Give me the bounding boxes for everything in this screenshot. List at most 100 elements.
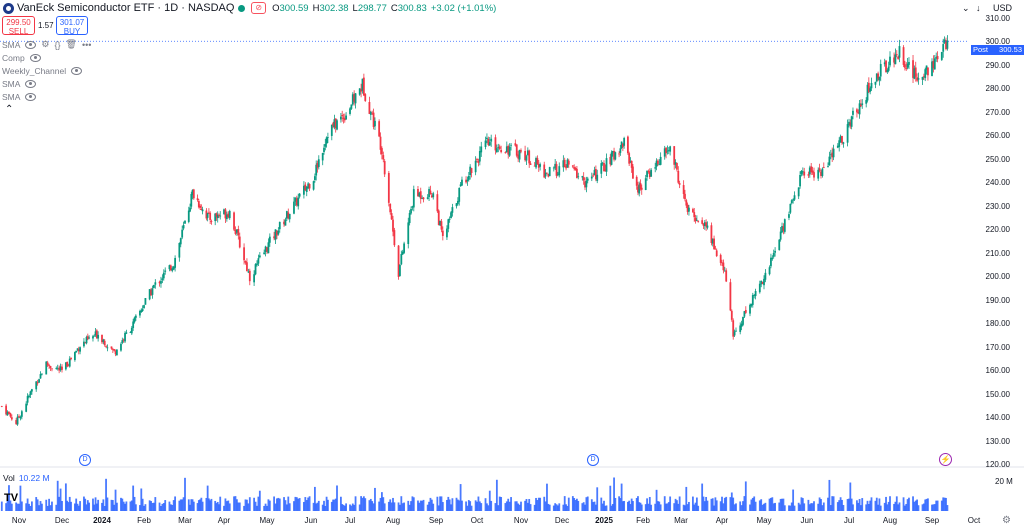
candle-body xyxy=(121,340,124,343)
dividend-icon[interactable]: D xyxy=(79,454,91,466)
tradingview-logo[interactable]: TV xyxy=(4,492,19,504)
sell-button[interactable]: 299.50 SELL xyxy=(2,16,35,36)
candle-body xyxy=(554,163,557,169)
volume-bar xyxy=(808,504,811,511)
candle-body xyxy=(644,178,647,191)
candle-body xyxy=(520,150,522,152)
candle-body xyxy=(208,212,210,214)
candle-body xyxy=(730,310,733,320)
volume-bar xyxy=(477,496,480,511)
candle-body xyxy=(238,236,241,248)
time-tick-label: Nov xyxy=(513,516,529,525)
volume-bar xyxy=(566,505,569,511)
eye-icon[interactable] xyxy=(29,54,41,62)
collapse-chevron-icon[interactable]: ⌄ xyxy=(962,3,970,13)
more-icon[interactable]: ••• xyxy=(81,39,92,50)
volume-bar xyxy=(494,503,497,511)
volume-bar xyxy=(152,502,155,511)
indicator-sma-1[interactable]: SMA ⚙ {} 🗑 ••• xyxy=(2,39,92,50)
trash-icon[interactable]: 🗑 xyxy=(65,39,77,49)
volume-bar xyxy=(943,497,946,511)
candle-body xyxy=(885,60,887,73)
volume-bar xyxy=(122,501,125,511)
data-flag-badge[interactable]: ⊘ xyxy=(251,2,267,14)
volume-bar xyxy=(878,498,881,511)
candle-body xyxy=(84,342,87,344)
volume-bar xyxy=(248,497,251,511)
volume-bar xyxy=(342,504,345,511)
volume-bar xyxy=(308,496,311,511)
volume-bar xyxy=(761,504,764,511)
candle-body xyxy=(935,57,938,59)
candle-body xyxy=(218,214,220,216)
dividend-icon[interactable]: D xyxy=(587,454,599,466)
volume-bar xyxy=(546,483,548,511)
eye-icon[interactable] xyxy=(25,93,37,101)
volume-bar xyxy=(870,497,873,511)
volume-bar xyxy=(646,498,648,511)
candle-body xyxy=(164,270,167,272)
indicator-comp[interactable]: Comp xyxy=(2,53,41,63)
candle-body xyxy=(497,147,500,149)
volume-bar xyxy=(480,503,483,511)
candle-body xyxy=(827,166,829,167)
source-code-icon[interactable]: {} xyxy=(54,39,61,50)
arrow-down-icon[interactable]: ↓ xyxy=(976,3,981,13)
volume-bar xyxy=(733,504,736,511)
candle-body xyxy=(908,61,910,65)
volume-bar xyxy=(936,500,939,511)
volume-bar xyxy=(111,500,114,511)
axis-settings-icon[interactable]: ⚙ xyxy=(1002,515,1011,526)
candle-body xyxy=(846,124,849,143)
candle-body xyxy=(630,160,633,168)
candle-body xyxy=(526,150,529,155)
volume-bar xyxy=(817,503,820,511)
candle-body xyxy=(264,246,267,253)
price-tick-label: 240.00 xyxy=(985,178,1010,188)
volume-bar xyxy=(237,502,240,511)
candle-body xyxy=(488,142,491,146)
volume-bar xyxy=(779,498,782,511)
indicator-weekly-channel[interactable]: Weekly_Channel xyxy=(2,66,83,76)
eye-icon[interactable] xyxy=(25,40,37,49)
volume-bar xyxy=(768,498,771,511)
candle-body xyxy=(389,203,392,213)
volume-bar xyxy=(603,500,605,511)
indicator-sma-2[interactable]: SMA xyxy=(2,79,37,89)
volume-bar xyxy=(243,505,245,511)
time-tick-label: Oct xyxy=(470,516,484,525)
volume-legend[interactable]: Vol 10.22 M xyxy=(3,473,50,483)
volume-bar xyxy=(418,502,421,511)
volume-bar xyxy=(412,497,415,511)
candle-body xyxy=(407,222,410,244)
eye-icon[interactable] xyxy=(25,80,37,88)
candle-body xyxy=(113,349,116,351)
candle-body xyxy=(276,230,278,236)
volume-bar xyxy=(611,504,614,511)
currency-label[interactable]: USD xyxy=(993,3,1013,13)
candle-body xyxy=(557,173,559,175)
volume-bar xyxy=(68,496,71,511)
volume-bar xyxy=(906,499,909,511)
volume-bar xyxy=(753,496,756,511)
indicator-sma-3[interactable]: SMA xyxy=(2,92,37,102)
volume-bar xyxy=(674,498,677,511)
candle-body xyxy=(839,136,842,143)
volume-bar xyxy=(793,505,796,511)
candle-body xyxy=(924,69,927,79)
settings-icon[interactable]: ⚙ xyxy=(41,39,50,49)
volume-bar xyxy=(695,497,698,511)
price-tick-label: 290.00 xyxy=(985,60,1010,70)
volume-bar xyxy=(663,496,666,511)
symbol-title[interactable]: VanEck Semiconductor ETF · 1D · NASDAQ xyxy=(17,2,235,14)
volume-bar xyxy=(619,498,622,511)
eye-icon[interactable] xyxy=(71,67,83,75)
candle-body xyxy=(811,170,814,173)
lightning-icon[interactable]: ⚡ xyxy=(939,453,952,466)
collapse-indicators-chevron-icon[interactable]: ⌃ xyxy=(5,104,14,115)
buy-button[interactable]: 301.07 BUY xyxy=(56,16,88,36)
candle-body xyxy=(374,120,376,127)
candle-body xyxy=(447,219,450,229)
volume-bar xyxy=(36,499,39,511)
